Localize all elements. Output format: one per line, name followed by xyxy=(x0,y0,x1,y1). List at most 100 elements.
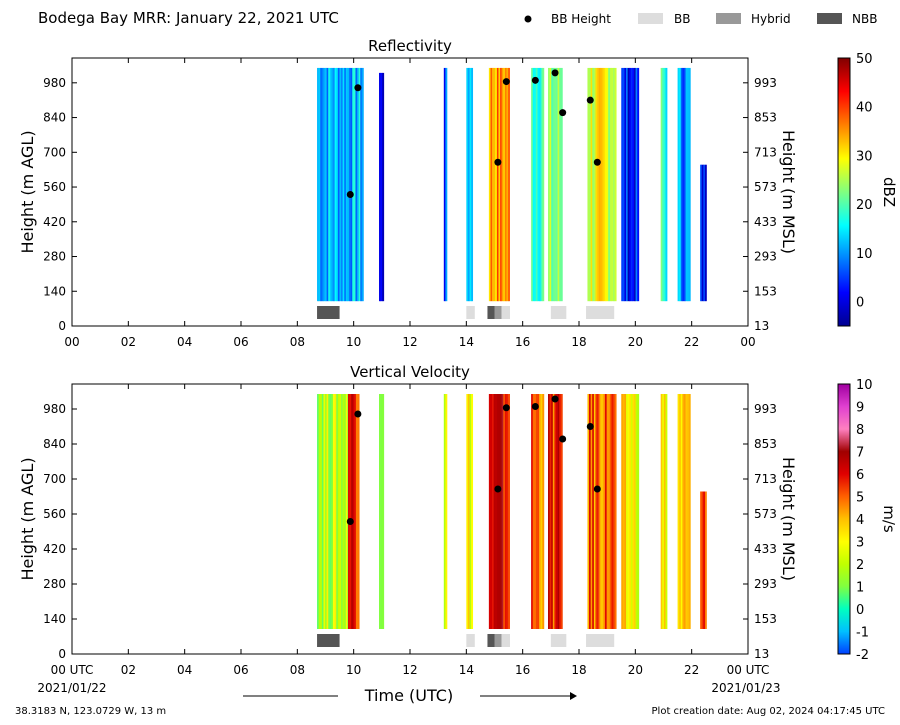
start-date: 2021/01/22 xyxy=(37,681,106,695)
figure-title: Bodega Bay MRR: January 22, 2021 UTC xyxy=(38,9,339,27)
bb-height-point xyxy=(531,403,539,410)
echo-strip xyxy=(556,394,558,629)
echo-strip xyxy=(317,67,319,302)
y-tick-label-right: 853 xyxy=(754,111,777,125)
echo-strip xyxy=(355,67,358,302)
x-tick-label: 18 xyxy=(571,335,586,349)
echo-strip xyxy=(590,394,593,629)
echo-strip xyxy=(352,394,355,629)
echo-strip xyxy=(321,394,324,629)
echo-strip xyxy=(443,67,446,302)
echo-strip xyxy=(348,394,350,629)
echo-strip xyxy=(663,394,666,629)
echo-strip xyxy=(504,67,507,302)
echo-column xyxy=(379,394,385,629)
echo-strip xyxy=(552,394,555,629)
echo-strip xyxy=(467,67,470,302)
echo-strip xyxy=(703,164,706,302)
colorbar-tick-label: 9 xyxy=(856,401,864,416)
echo-strip xyxy=(560,67,563,302)
legend-label: BB Height xyxy=(551,12,611,26)
echo-strip xyxy=(495,394,498,629)
echo-strip xyxy=(471,394,474,629)
echo-strip xyxy=(688,394,691,629)
bb-height-point xyxy=(593,485,601,493)
echo-strip xyxy=(496,394,499,629)
colorbar-tick-label: 10 xyxy=(856,378,873,393)
x-tick-label: 04 xyxy=(177,335,192,349)
legend-dot-marker xyxy=(524,15,532,23)
y-tick-label-left: 280 xyxy=(43,577,66,591)
y-tick-label-left: 700 xyxy=(43,472,66,486)
y-tick-label-right: 993 xyxy=(754,76,777,90)
echo-strip xyxy=(445,67,448,302)
y-tick-label-left: 700 xyxy=(43,145,66,159)
bb-height-point xyxy=(559,109,567,117)
echo-column xyxy=(466,67,474,302)
echo-strip xyxy=(627,394,630,629)
echo-strip xyxy=(539,67,542,302)
echo-strip xyxy=(342,394,345,629)
bb-type-bb xyxy=(466,634,475,647)
x-tick-label: 20 xyxy=(628,663,643,677)
echo-column xyxy=(677,394,691,629)
echo-strip xyxy=(323,67,326,302)
x-tick-label: 18 xyxy=(571,663,586,677)
echo-strip xyxy=(467,394,470,629)
echo-strip xyxy=(325,394,327,629)
echo-strip xyxy=(660,394,663,629)
echo-strip xyxy=(622,67,625,302)
x-tick-label: 12 xyxy=(402,335,417,349)
echo-strip xyxy=(466,394,469,629)
x-tick-label: 00 UTC xyxy=(51,663,94,677)
echo-strip xyxy=(597,394,599,629)
echo-strip xyxy=(336,394,339,629)
echo-strip xyxy=(703,491,706,629)
x-axis-label: Time (UTC) xyxy=(364,686,453,705)
location-text: 38.3183 N, 123.0729 W, 13 m xyxy=(15,706,166,717)
echo-strip xyxy=(605,67,607,302)
echo-strip xyxy=(353,67,356,302)
echo-column xyxy=(348,394,360,629)
echo-strip xyxy=(488,394,491,629)
bb-type-nbb xyxy=(317,306,340,319)
echo-strip xyxy=(508,394,510,629)
echo-strip xyxy=(379,72,381,302)
echo-strip xyxy=(329,394,332,629)
echo-strip xyxy=(334,67,337,302)
echo-strip xyxy=(548,67,550,302)
colorbar-tick-label: 6 xyxy=(856,468,864,483)
xlabel-arrow-head xyxy=(570,692,577,700)
echo-strip xyxy=(637,67,640,302)
echo-strip xyxy=(380,72,383,302)
echo-strip xyxy=(495,67,498,302)
echo-strip xyxy=(382,72,385,302)
legend-label: Hybrid xyxy=(751,12,791,26)
x-tick-label: 02 xyxy=(121,663,136,677)
colorbar-tick-label: 10 xyxy=(856,247,873,262)
echo-strip xyxy=(540,394,543,629)
echo-strip xyxy=(351,394,354,629)
echo-strip xyxy=(704,491,707,629)
echo-strip xyxy=(542,394,545,629)
echo-strip xyxy=(532,394,535,629)
bb-height-point xyxy=(502,404,510,412)
y-tick-label-right: 13 xyxy=(754,319,769,333)
x-tick-label: 20 xyxy=(628,335,643,349)
echo-strip xyxy=(609,394,612,629)
echo-strip xyxy=(506,394,509,629)
echo-strip xyxy=(559,67,562,302)
echo-strip xyxy=(624,394,627,629)
echo-strip xyxy=(629,67,632,302)
colorbar-label: dBZ xyxy=(880,177,898,207)
echo-strip xyxy=(603,394,606,629)
x-tick-label: 14 xyxy=(459,663,474,677)
axes-frame xyxy=(71,383,749,655)
echo-strip xyxy=(445,394,448,629)
echo-strip xyxy=(361,67,364,302)
echo-strip xyxy=(630,67,633,302)
x-tick-label: 08 xyxy=(290,335,305,349)
bb-type-bb xyxy=(586,634,615,647)
